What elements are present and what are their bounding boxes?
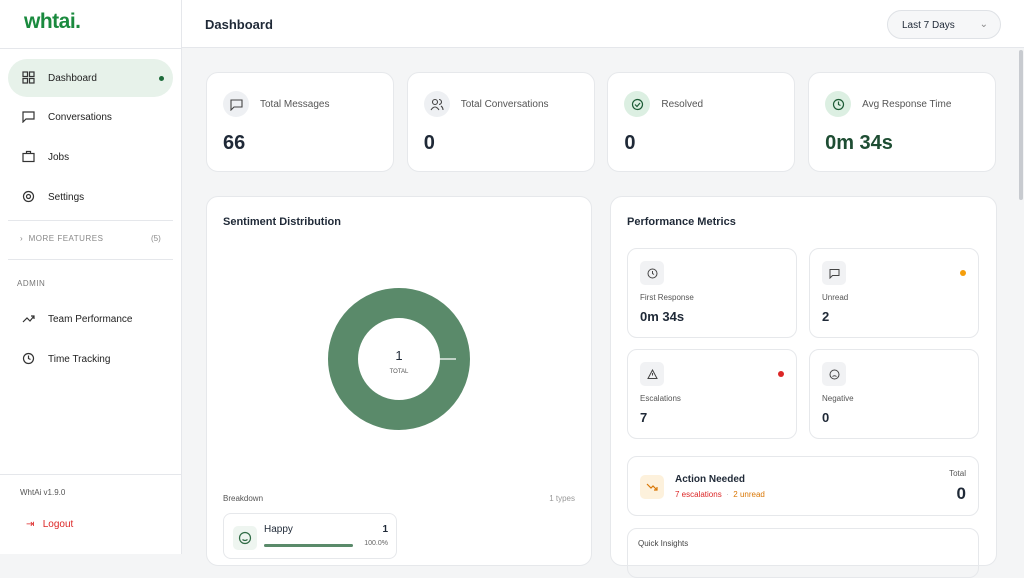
top-bar: Dashboard Last 7 Days ⌄ <box>182 0 1024 48</box>
stat-icon <box>423 91 450 117</box>
nav-item[interactable]: Conversations <box>8 98 173 136</box>
metric-card: First Response 0m 34s <box>627 248 797 338</box>
status-dot <box>778 371 784 377</box>
performance-panel: Performance Metrics First Response 0m 34s… <box>610 196 997 578</box>
status-dot <box>960 270 966 276</box>
chevron: ⌄ <box>979 19 988 30</box>
metric-value: 0m 34s <box>640 309 685 324</box>
progress-bar <box>264 544 353 547</box>
sidebar: whtai. Dashboard Conversations Jobs Sett… <box>0 0 182 554</box>
range-select[interactable]: Last 7 Days ⌄ <box>887 10 1001 39</box>
metric-icon <box>822 261 846 285</box>
section-heading: ADMIN <box>17 279 46 288</box>
panel-title: Sentiment Distribution <box>223 216 341 228</box>
action-icon <box>640 475 664 499</box>
metric-label: First Response <box>640 293 694 302</box>
stat-card: Avg Response Time 0m 34s <box>808 72 997 172</box>
stat-icon <box>223 91 249 117</box>
divider <box>0 48 181 49</box>
action-card: Action Needed 7 escalations · 2 unread T… <box>627 456 979 516</box>
active-dot <box>159 76 164 81</box>
divider <box>0 474 181 475</box>
insights-card: Quick Insights <box>627 528 979 578</box>
donut-total-label: TOTAL <box>389 369 409 375</box>
escalations-text: 7 escalations <box>675 490 722 499</box>
metric-card: Unread 2 <box>809 248 979 338</box>
version: WhtAi v1.9.0 <box>20 488 66 497</box>
nav-label: Jobs <box>48 151 70 163</box>
action-detail: 7 escalations · 2 unread <box>675 490 765 499</box>
action-total: 0 <box>956 484 966 503</box>
panel-title: Performance Metrics <box>627 216 736 228</box>
metric-label: Unread <box>822 293 849 302</box>
logout-label: Logout <box>42 519 74 530</box>
nav-item[interactable]: Settings <box>8 178 173 216</box>
more-label: MORE FEATURES <box>28 234 104 243</box>
metric-card: Escalations 7 <box>627 349 797 439</box>
page-title: Dashboard <box>205 17 273 32</box>
nav-label: Time Tracking <box>48 353 111 365</box>
nav-label: Dashboard <box>48 72 97 84</box>
stat-label: Resolved <box>661 99 704 110</box>
more-features[interactable]: › MORE FEATURES <box>20 234 104 243</box>
metric-icon <box>640 362 664 386</box>
more-count: (5) <box>151 234 161 243</box>
metric-value: 2 <box>822 309 830 324</box>
unread-text: 2 unread <box>733 490 765 499</box>
nav-item[interactable]: Jobs <box>8 138 173 176</box>
metric-icon <box>640 261 664 285</box>
sentiment-label: Happy <box>264 524 293 535</box>
sentiment-count: 1 <box>382 524 388 535</box>
metric-icon <box>822 362 846 386</box>
donut-total: 1 <box>395 348 403 363</box>
stat-value: 0 <box>423 132 435 154</box>
stat-label: Avg Response Time <box>862 99 952 110</box>
logo[interactable]: whtai. <box>24 10 81 33</box>
nav-item[interactable]: Dashboard <box>8 59 173 97</box>
action-total-label: Total <box>949 469 966 478</box>
sentiment-icon <box>233 526 257 550</box>
donut-chart <box>328 288 470 430</box>
sentiment-percent: 100.0% <box>364 540 388 547</box>
nav-label: Team Performance <box>48 313 133 325</box>
insights-title: Quick Insights <box>638 539 689 548</box>
stat-label: Total Conversations <box>460 99 549 110</box>
metric-card: Negative 0 <box>809 349 979 439</box>
progress-track <box>264 544 353 547</box>
stat-value: 66 <box>223 132 246 154</box>
stat-value: 0m 34s <box>825 132 893 154</box>
range-label: Last 7 Days <box>902 20 955 31</box>
logout[interactable]: ⇥ Logout <box>26 519 74 530</box>
metric-value: 0 <box>822 410 830 425</box>
action-title: Action Needed <box>675 474 746 485</box>
sentiment-panel: Sentiment Distribution 1 TOTAL Breakdown… <box>206 196 592 566</box>
metric-label: Negative <box>822 394 854 403</box>
metric-label: Escalations <box>640 394 681 403</box>
breakdown-types: 1 types <box>549 494 575 503</box>
breakdown-heading: Breakdown <box>223 494 264 503</box>
breakdown-item: Happy 1 100.0% <box>223 513 397 559</box>
stat-card: Resolved 0 <box>607 72 796 172</box>
nav-item[interactable]: Team Performance <box>8 300 173 338</box>
stat-icon <box>624 91 651 117</box>
separator: · <box>726 490 729 499</box>
divider <box>8 259 173 260</box>
stat-label: Total Messages <box>260 99 330 110</box>
stat-icon <box>825 91 852 117</box>
scrollbar <box>1019 50 1023 200</box>
nav-item[interactable]: Time Tracking <box>8 340 173 378</box>
nav-label: Settings <box>48 191 85 203</box>
divider <box>8 220 173 221</box>
nav-label: Conversations <box>48 111 112 123</box>
metric-value: 7 <box>640 410 648 425</box>
stat-card: Total Conversations 0 <box>406 72 595 172</box>
stat-value: 0 <box>624 132 636 154</box>
stat-card: Total Messages 66 <box>206 72 394 172</box>
